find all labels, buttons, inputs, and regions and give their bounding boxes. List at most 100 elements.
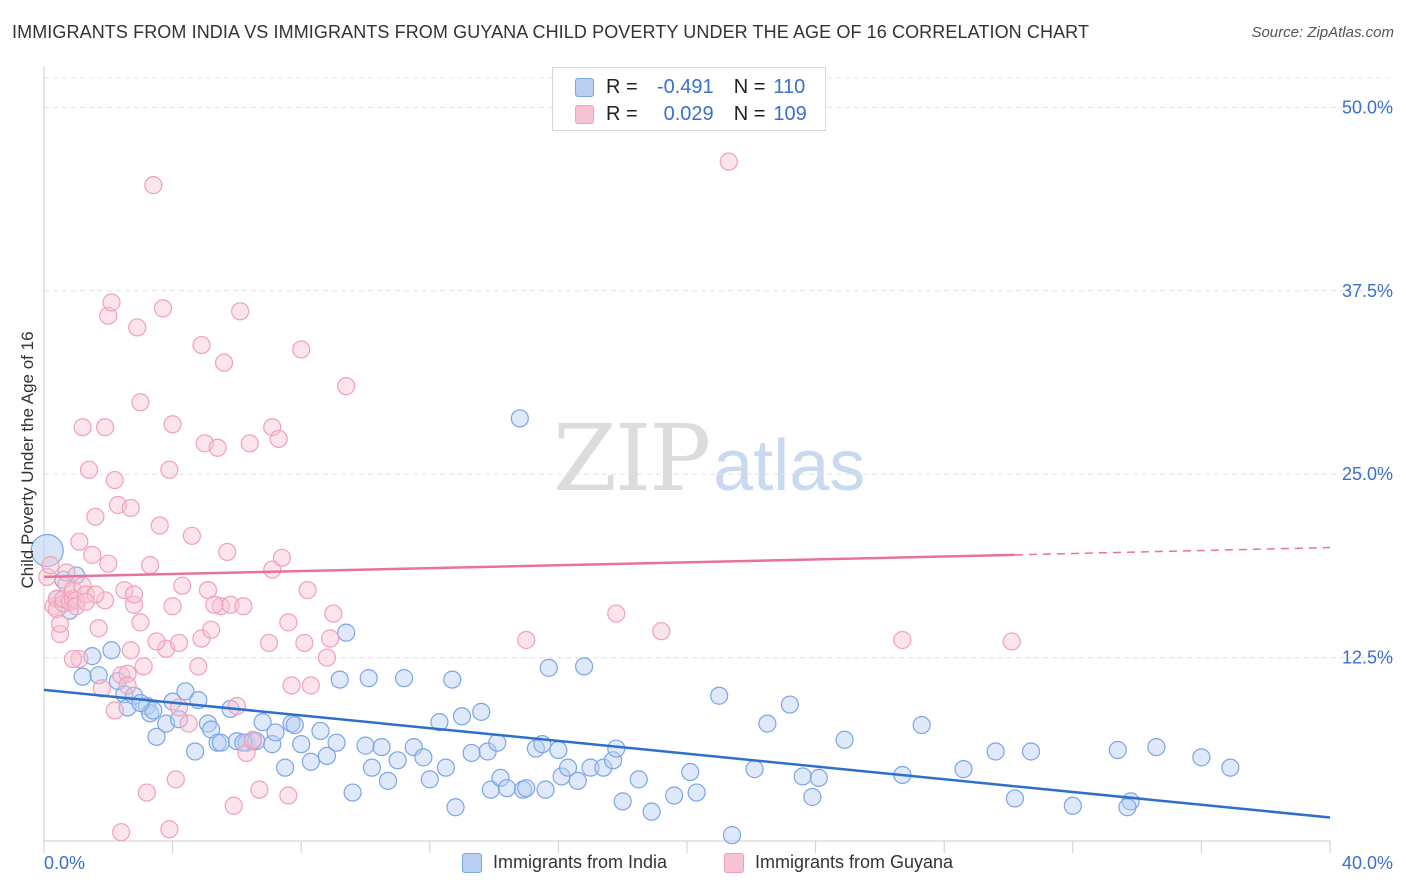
india-point xyxy=(568,771,587,790)
guyana-point xyxy=(67,597,86,616)
legend-swatch-india xyxy=(575,77,594,97)
legend-r-label-guyana: R = xyxy=(606,102,638,125)
india-point xyxy=(285,715,304,735)
india-point xyxy=(443,670,462,689)
guyana-point xyxy=(140,556,160,575)
india-point xyxy=(594,758,613,777)
guyana-point xyxy=(163,415,182,434)
guyana-point xyxy=(205,595,224,614)
guyana-point xyxy=(224,796,243,815)
india-point xyxy=(986,742,1005,761)
guyana-point xyxy=(118,676,137,695)
y-tick-label: 37.5% xyxy=(1342,281,1393,301)
india-point xyxy=(176,682,195,701)
india-point xyxy=(549,740,568,760)
india-point xyxy=(420,770,439,789)
guyana-point xyxy=(298,580,317,600)
guyana-point xyxy=(150,516,169,535)
india-point xyxy=(198,714,218,733)
guyana-point xyxy=(321,629,340,648)
india-point xyxy=(510,409,529,428)
guyana-point xyxy=(144,176,163,195)
guyana-point xyxy=(124,585,144,604)
guyana-point xyxy=(41,556,60,575)
india-point xyxy=(558,758,578,777)
india-point xyxy=(1192,748,1211,767)
india-point xyxy=(446,798,465,817)
guyana-point xyxy=(137,783,156,802)
guyana-point xyxy=(337,377,356,396)
india-point xyxy=(414,748,433,767)
legend-n-label-guyana: N = xyxy=(733,102,766,125)
india-point xyxy=(793,767,812,786)
guyana-point xyxy=(73,418,92,437)
india-point xyxy=(436,758,455,777)
guyana-point xyxy=(166,770,185,789)
india-point xyxy=(1063,796,1082,815)
india-point xyxy=(758,714,777,733)
guyana-point xyxy=(70,532,89,551)
guyana-point xyxy=(50,625,70,644)
guyana-point xyxy=(112,666,131,685)
guyana-point xyxy=(83,545,102,564)
guyana-point xyxy=(259,633,279,653)
guyana-trend-extension xyxy=(1014,546,1331,556)
x-tick-label: 40.0% xyxy=(1342,853,1393,873)
stats-legend: R = -0.491 N = 110 R = 0.029 N = 109 xyxy=(552,67,826,131)
india-point xyxy=(337,623,356,642)
guyana-trend-line xyxy=(43,553,1015,579)
y-axis-label: Child Poverty Under the Age of 16 xyxy=(18,331,37,589)
india-point xyxy=(330,670,349,689)
india-point xyxy=(301,752,320,771)
guyana-point xyxy=(169,633,189,653)
india-point xyxy=(73,667,92,686)
india-point xyxy=(317,746,337,765)
guyana-point xyxy=(121,641,140,660)
india-point xyxy=(311,721,330,741)
guyana-point xyxy=(227,696,246,716)
legend-item-india: Immigrants from India xyxy=(462,852,667,873)
india-point xyxy=(1005,789,1025,808)
india-point xyxy=(378,771,398,790)
guyana-point xyxy=(652,622,671,641)
guyana-point xyxy=(160,460,179,479)
guyana-point xyxy=(112,823,131,842)
legend-r-value-india: -0.491 xyxy=(656,75,714,98)
india-point xyxy=(613,792,632,811)
guyana-point xyxy=(105,470,124,490)
india-point xyxy=(372,737,391,757)
india-point xyxy=(539,658,558,677)
legend-item-label-guyana: Immigrants from Guyana xyxy=(755,852,954,872)
guyana-point xyxy=(89,619,108,638)
india-point xyxy=(462,743,481,763)
guyana-point xyxy=(272,548,292,567)
india-point xyxy=(575,657,594,676)
series-legend: Immigrants from India Immigrants from Gu… xyxy=(0,852,1406,876)
legend-r-value-guyana: 0.029 xyxy=(663,102,714,125)
india-point xyxy=(607,739,626,758)
legend-n-value-guyana: 109 xyxy=(773,102,807,125)
guyana-point xyxy=(163,597,182,616)
guyana-point xyxy=(76,592,95,611)
guyana-point xyxy=(324,604,343,623)
india-point xyxy=(253,713,272,732)
india-point xyxy=(517,779,536,798)
zipatlas-watermark: ZIPatlas xyxy=(553,405,865,512)
guyana-point xyxy=(95,591,115,610)
guyana-point xyxy=(105,701,124,720)
y-axis-label-container: Child Poverty Under the Age of 16 xyxy=(8,300,48,620)
guyana-point xyxy=(231,302,250,321)
india-point xyxy=(186,742,205,761)
guyana-point xyxy=(57,563,76,582)
guyana-point xyxy=(131,613,150,632)
guyana-point xyxy=(50,614,70,633)
chart-title: IMMIGRANTS FROM INDIA VS IMMIGRANTS FROM… xyxy=(12,22,1090,42)
india-point xyxy=(536,780,555,799)
india-point xyxy=(1118,798,1137,817)
india-point xyxy=(835,730,854,749)
guyana-point xyxy=(70,649,89,669)
guyana-point xyxy=(202,620,221,639)
y-tick-label: 25.0% xyxy=(1342,464,1393,484)
india-point xyxy=(263,735,282,754)
legend-item-swatch-guyana xyxy=(724,852,744,873)
